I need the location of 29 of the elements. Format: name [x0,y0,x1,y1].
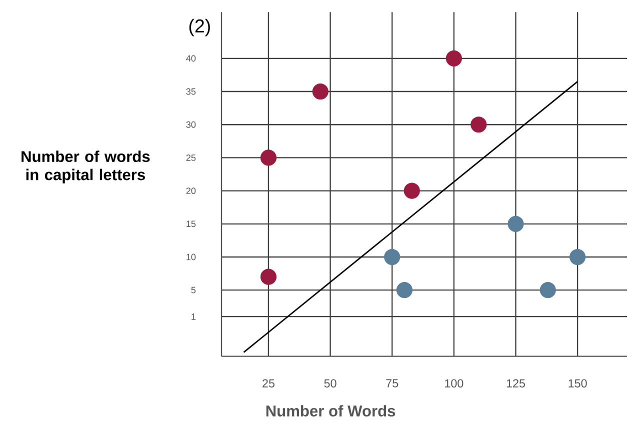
point [396,282,413,298]
chart-title: (2) [189,19,210,37]
point [260,150,277,166]
point [404,182,420,200]
x-tick-label: 50 [324,379,336,388]
point [260,269,277,286]
point [570,249,586,266]
y-axis-title: Number of words in capital letters [22,150,150,184]
y-tick-label: 20 [186,188,196,194]
point [446,50,462,67]
y-tick-label: 25 [186,154,196,162]
point [470,116,487,133]
x-tick-label: 75 [386,379,398,388]
x-tick-label: 25 [262,379,274,388]
y-tick-label: 15 [186,220,196,228]
x-tick-label: 100 [445,379,464,388]
y-tick-label: 30 [186,122,196,128]
point [312,84,328,100]
x-tick-label: 125 [506,379,525,388]
y-tick-label: 35 [186,88,196,95]
point [508,216,524,232]
x-axis-title: Number of Words [266,405,396,417]
point [540,282,556,298]
y-tick-label: 10 [186,254,196,260]
point [384,249,400,266]
x-tick-label: 150 [568,379,587,388]
y-tick-label: 1 [192,314,196,320]
y-tick-label: 5 [191,287,196,294]
y-tick-label: 40 [186,55,196,62]
